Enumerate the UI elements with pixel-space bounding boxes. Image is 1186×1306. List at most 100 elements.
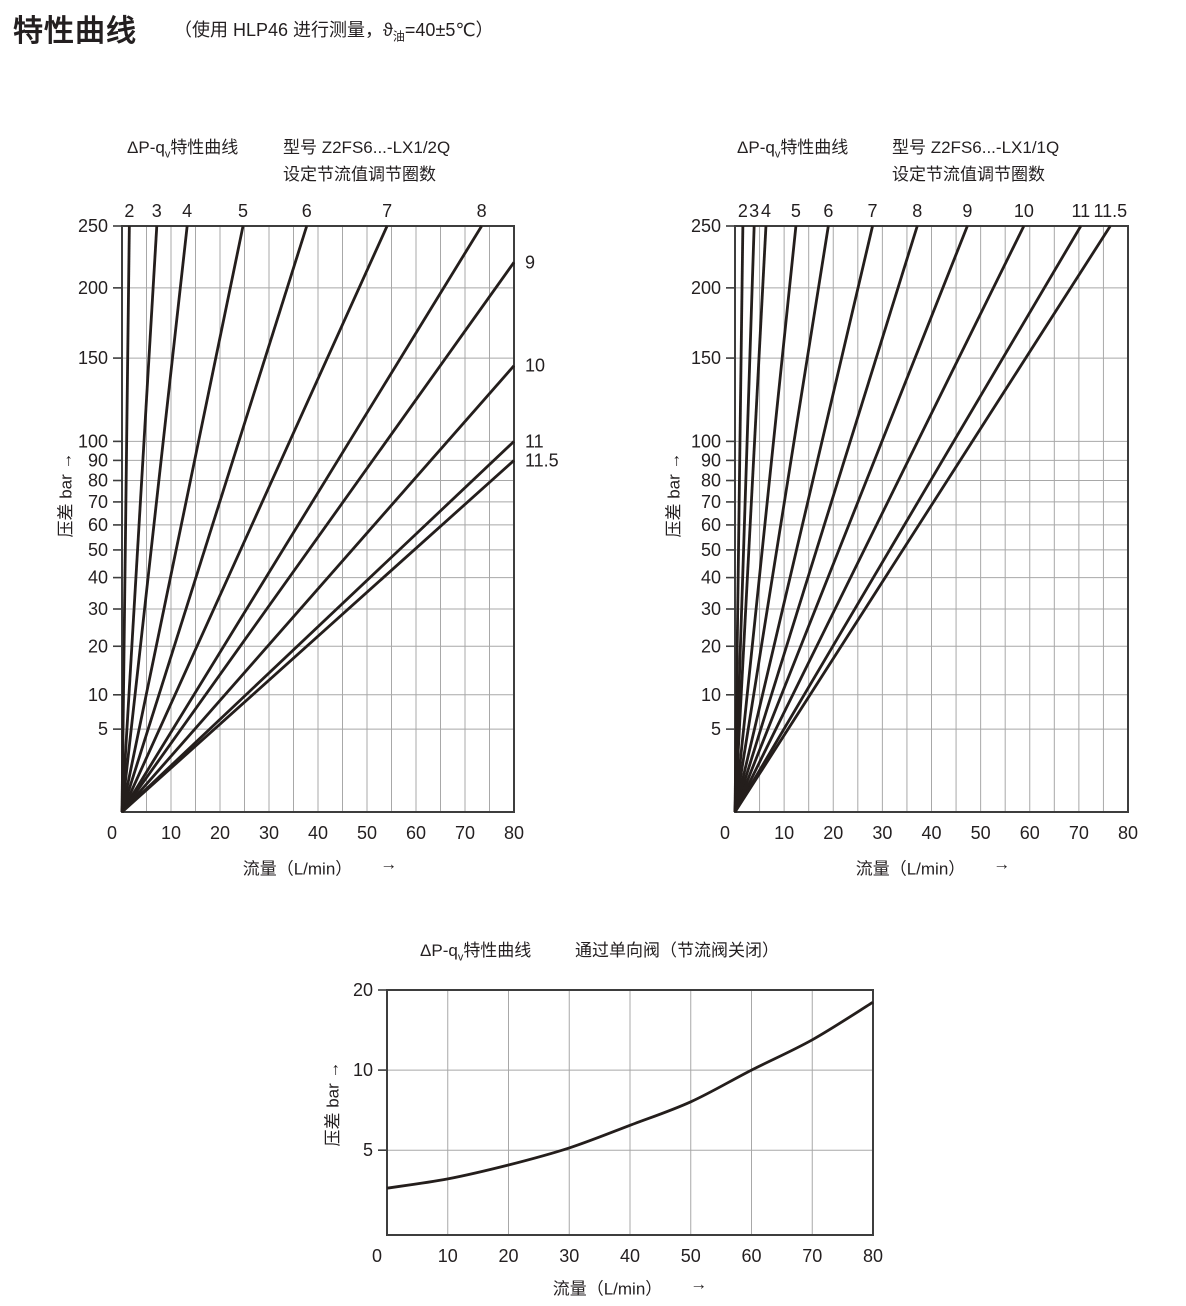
y-tick-label: 10 — [353, 1060, 373, 1080]
curve-9 — [120, 261, 516, 813]
x-tick-label: 30 — [559, 1246, 579, 1266]
x-tick-label: 60 — [741, 1246, 761, 1266]
curve-label-9: 9 — [525, 252, 535, 272]
x-tick-label: 50 — [681, 1246, 701, 1266]
y-tick-label: 150 — [691, 348, 721, 368]
chart3-title-sub: v — [457, 951, 464, 964]
x-tick-label: 20 — [498, 1246, 518, 1266]
chart1-x-axis-text: 流量（L/min） — [242, 859, 353, 879]
curve-label-5: 5 — [238, 201, 248, 221]
curve-3 — [120, 225, 159, 813]
curve-label-7: 7 — [382, 201, 392, 221]
chart2-y-axis-label: 压差 bar → — [664, 452, 684, 538]
chart3-x-axis-text: 流量（L/min） — [552, 1279, 663, 1299]
curve-label-6: 6 — [823, 201, 833, 221]
subtitle-subscript: 油 — [392, 29, 405, 44]
curve-label-8: 8 — [477, 201, 487, 221]
curve-8 — [733, 225, 919, 813]
x-tick-label: 40 — [620, 1246, 640, 1266]
curve-11 — [733, 225, 1083, 813]
y-tick-label: 250 — [691, 216, 721, 236]
curve-7 — [733, 225, 874, 813]
y-tick-label: 20 — [88, 636, 108, 656]
curve-11.5 — [121, 459, 515, 814]
y-tick-label: 100 — [78, 431, 108, 451]
plot-border — [734, 225, 1129, 813]
y-tick-label: 60 — [88, 515, 108, 535]
chart1-y-axis-label: 压差 bar → — [56, 452, 76, 538]
curve-label-10: 10 — [1014, 201, 1034, 221]
page-title: 特性曲线 — [13, 15, 137, 48]
chart2-model-note: 设定节流值调节圈数 — [892, 165, 1045, 184]
y-tick-label: 40 — [88, 568, 108, 588]
curve-label-11.5: 11.5 — [525, 450, 559, 470]
chart3-title: ΔP-qv特性曲线 — [420, 936, 531, 963]
curve-label-3: 3 — [749, 201, 759, 221]
curve-label-4: 4 — [182, 201, 192, 221]
curve-label-9: 9 — [962, 201, 972, 221]
y-tick-label: 80 — [701, 471, 721, 491]
curve-2 — [733, 225, 745, 813]
x-tick-label: 60 — [406, 823, 426, 843]
chart2-x-axis-text: 流量（L/min） — [855, 859, 966, 879]
x-tick-label: 20 — [210, 823, 230, 843]
curve-2 — [120, 225, 131, 813]
x-tick-label: 40 — [308, 823, 328, 843]
chart1-x-axis-arrow: → — [380, 854, 398, 874]
curve-label-10: 10 — [525, 356, 545, 376]
chart3-x-axis-label: 流量（L/min） → — [553, 1275, 708, 1300]
theta-symbol: ϑ — [383, 20, 393, 40]
x-tick-label: 40 — [921, 823, 941, 843]
x-tick-label: 30 — [259, 823, 279, 843]
x-tick-label: 50 — [357, 823, 377, 843]
curve-10 — [733, 225, 1026, 813]
y-tick-label: 60 — [701, 515, 721, 535]
curve-8 — [120, 225, 483, 813]
x-tick-label: 80 — [1118, 823, 1138, 843]
y-tick-label: 20 — [353, 980, 373, 1000]
y-tick-label: 200 — [78, 278, 108, 298]
curve-label-8: 8 — [912, 201, 922, 221]
subtitle-text-2: =40±5℃） — [404, 20, 494, 40]
x-tick-label: 20 — [823, 823, 843, 843]
plot-border — [121, 225, 515, 813]
curve-10 — [120, 364, 516, 813]
chart1-title-sub: v — [164, 148, 171, 161]
x-tick-label: 80 — [863, 1246, 883, 1266]
plot-border — [386, 989, 874, 1236]
chart3-subtitle: 通过单向阀（节流阀关闭） — [575, 941, 779, 960]
curve-label-4: 4 — [761, 201, 771, 221]
y-tick-label: 90 — [701, 450, 721, 470]
curve-5 — [120, 225, 245, 813]
curve-6 — [733, 225, 830, 813]
chart2-title-sub: v — [774, 148, 781, 161]
curve-9 — [733, 225, 969, 813]
chart1-model: 型号 Z2FS6...-LX1/2Q — [283, 138, 451, 157]
curve-label-11: 11 — [525, 431, 544, 451]
x-tick-label: 70 — [455, 823, 475, 843]
y-tick-label: 70 — [88, 492, 108, 512]
curve-11 — [121, 440, 515, 814]
y-tick-label: 100 — [691, 431, 721, 451]
curve-label-11.5: 11.5 — [1093, 201, 1127, 221]
curve-label-5: 5 — [791, 201, 801, 221]
curve-6 — [120, 225, 309, 813]
y-tick-label: 200 — [691, 278, 721, 298]
x-tick-label: 0 — [720, 823, 730, 843]
curve-label-11: 11 — [1071, 201, 1090, 221]
curve-5 — [733, 225, 798, 813]
x-tick-label: 80 — [504, 823, 524, 843]
curve-label-6: 6 — [302, 201, 312, 221]
y-tick-label: 80 — [88, 471, 108, 491]
y-tick-label: 50 — [88, 540, 108, 560]
chart2-x-axis-label: 流量（L/min） → — [856, 855, 1011, 880]
check-valve-curve — [386, 1001, 874, 1190]
y-tick-label: 5 — [711, 719, 721, 739]
x-tick-label: 50 — [971, 823, 991, 843]
curve-3 — [733, 225, 756, 813]
curve-label-2: 2 — [124, 201, 134, 221]
x-tick-label: 0 — [107, 823, 117, 843]
y-tick-label: 50 — [701, 540, 721, 560]
chart3-title-prefix: ΔP-q — [420, 941, 458, 960]
y-tick-label: 5 — [363, 1140, 373, 1160]
